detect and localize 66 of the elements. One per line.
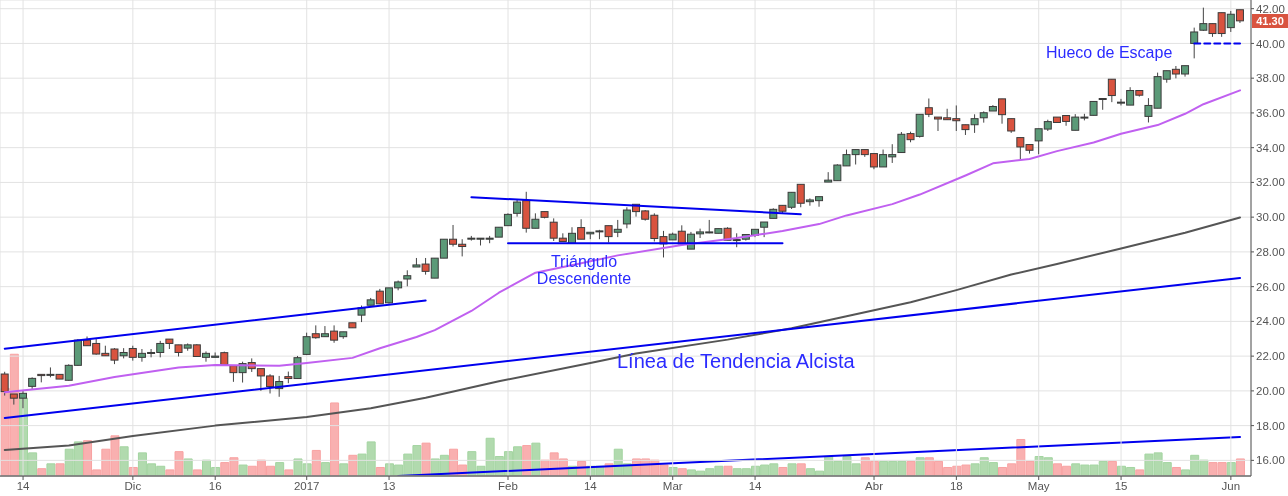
y-tick-label: 38.00 (1256, 72, 1285, 85)
bar (320, 462, 330, 476)
x-tick-label: Feb (498, 480, 518, 493)
bar (348, 454, 358, 476)
bar (339, 463, 349, 476)
x-tick-label: 13 (382, 480, 396, 493)
bar (906, 460, 916, 476)
bar (668, 466, 678, 476)
x-tick-label: Jun (1221, 480, 1241, 493)
annotation: Línea de Tendencia Alcista (617, 350, 856, 372)
x-tick-label: Abr (865, 480, 884, 493)
bar (275, 462, 285, 476)
y-tick-label: 34.00 (1256, 141, 1285, 154)
y-tick-label: 18.00 (1256, 419, 1285, 432)
y-tick-label: 16.00 (1256, 454, 1285, 467)
bar (787, 463, 797, 476)
annotation: Hueco de Escape (1046, 44, 1174, 61)
bar (915, 457, 925, 476)
x-tick-label: May (1027, 480, 1050, 493)
bar (778, 466, 788, 476)
y-tick-label: 30.00 (1256, 211, 1285, 224)
bar (677, 468, 687, 476)
y-tick-label: 20.00 (1256, 384, 1285, 397)
bar (796, 463, 806, 476)
bar (46, 463, 56, 476)
bar (55, 463, 65, 476)
bar (311, 449, 321, 476)
price-tag: 41.30 (1252, 13, 1288, 28)
x-tick-label: 14 (748, 480, 763, 493)
x-tick-label: 14 (583, 480, 598, 493)
candlestick (0, 371, 9, 397)
bar (1171, 466, 1181, 476)
x-tick-label: 15 (1114, 480, 1128, 493)
x-tick-label: 2017 (293, 480, 320, 493)
bar (284, 469, 294, 476)
y-tick-label: 24.00 (1256, 315, 1285, 328)
bar (1107, 460, 1117, 476)
candlestick (1107, 78, 1116, 103)
bar (330, 402, 340, 476)
bar (1235, 458, 1245, 476)
bar (183, 458, 193, 476)
bar (531, 442, 541, 476)
y-tick-label: 40.00 (1256, 37, 1285, 50)
bar (192, 469, 202, 476)
bar (1135, 469, 1145, 476)
candlestick (1098, 98, 1107, 111)
x-tick-label: Mar (662, 480, 683, 493)
candlestick (760, 221, 769, 238)
y-tick-label: 32.00 (1256, 176, 1285, 189)
bar (37, 468, 47, 476)
bar (421, 442, 431, 476)
bar (375, 466, 385, 476)
x-tick-label: Dic (124, 480, 142, 493)
y-tick-label: 36.00 (1256, 107, 1285, 119)
x-tick-label: 14 (16, 480, 31, 493)
x-tick-label: 18 (949, 480, 963, 493)
y-tick-label: 26.00 (1256, 280, 1285, 293)
bar (238, 464, 248, 476)
y-tick-label: 22.00 (1256, 350, 1285, 363)
x-tick-label: 16 (208, 480, 222, 493)
line-series (3, 216, 1242, 451)
bar (723, 465, 733, 476)
y-tick-label: 28.00 (1256, 245, 1285, 258)
bar (119, 446, 129, 476)
y-tick-label: 42.00 (1256, 2, 1285, 15)
candlestick (1190, 27, 1199, 59)
